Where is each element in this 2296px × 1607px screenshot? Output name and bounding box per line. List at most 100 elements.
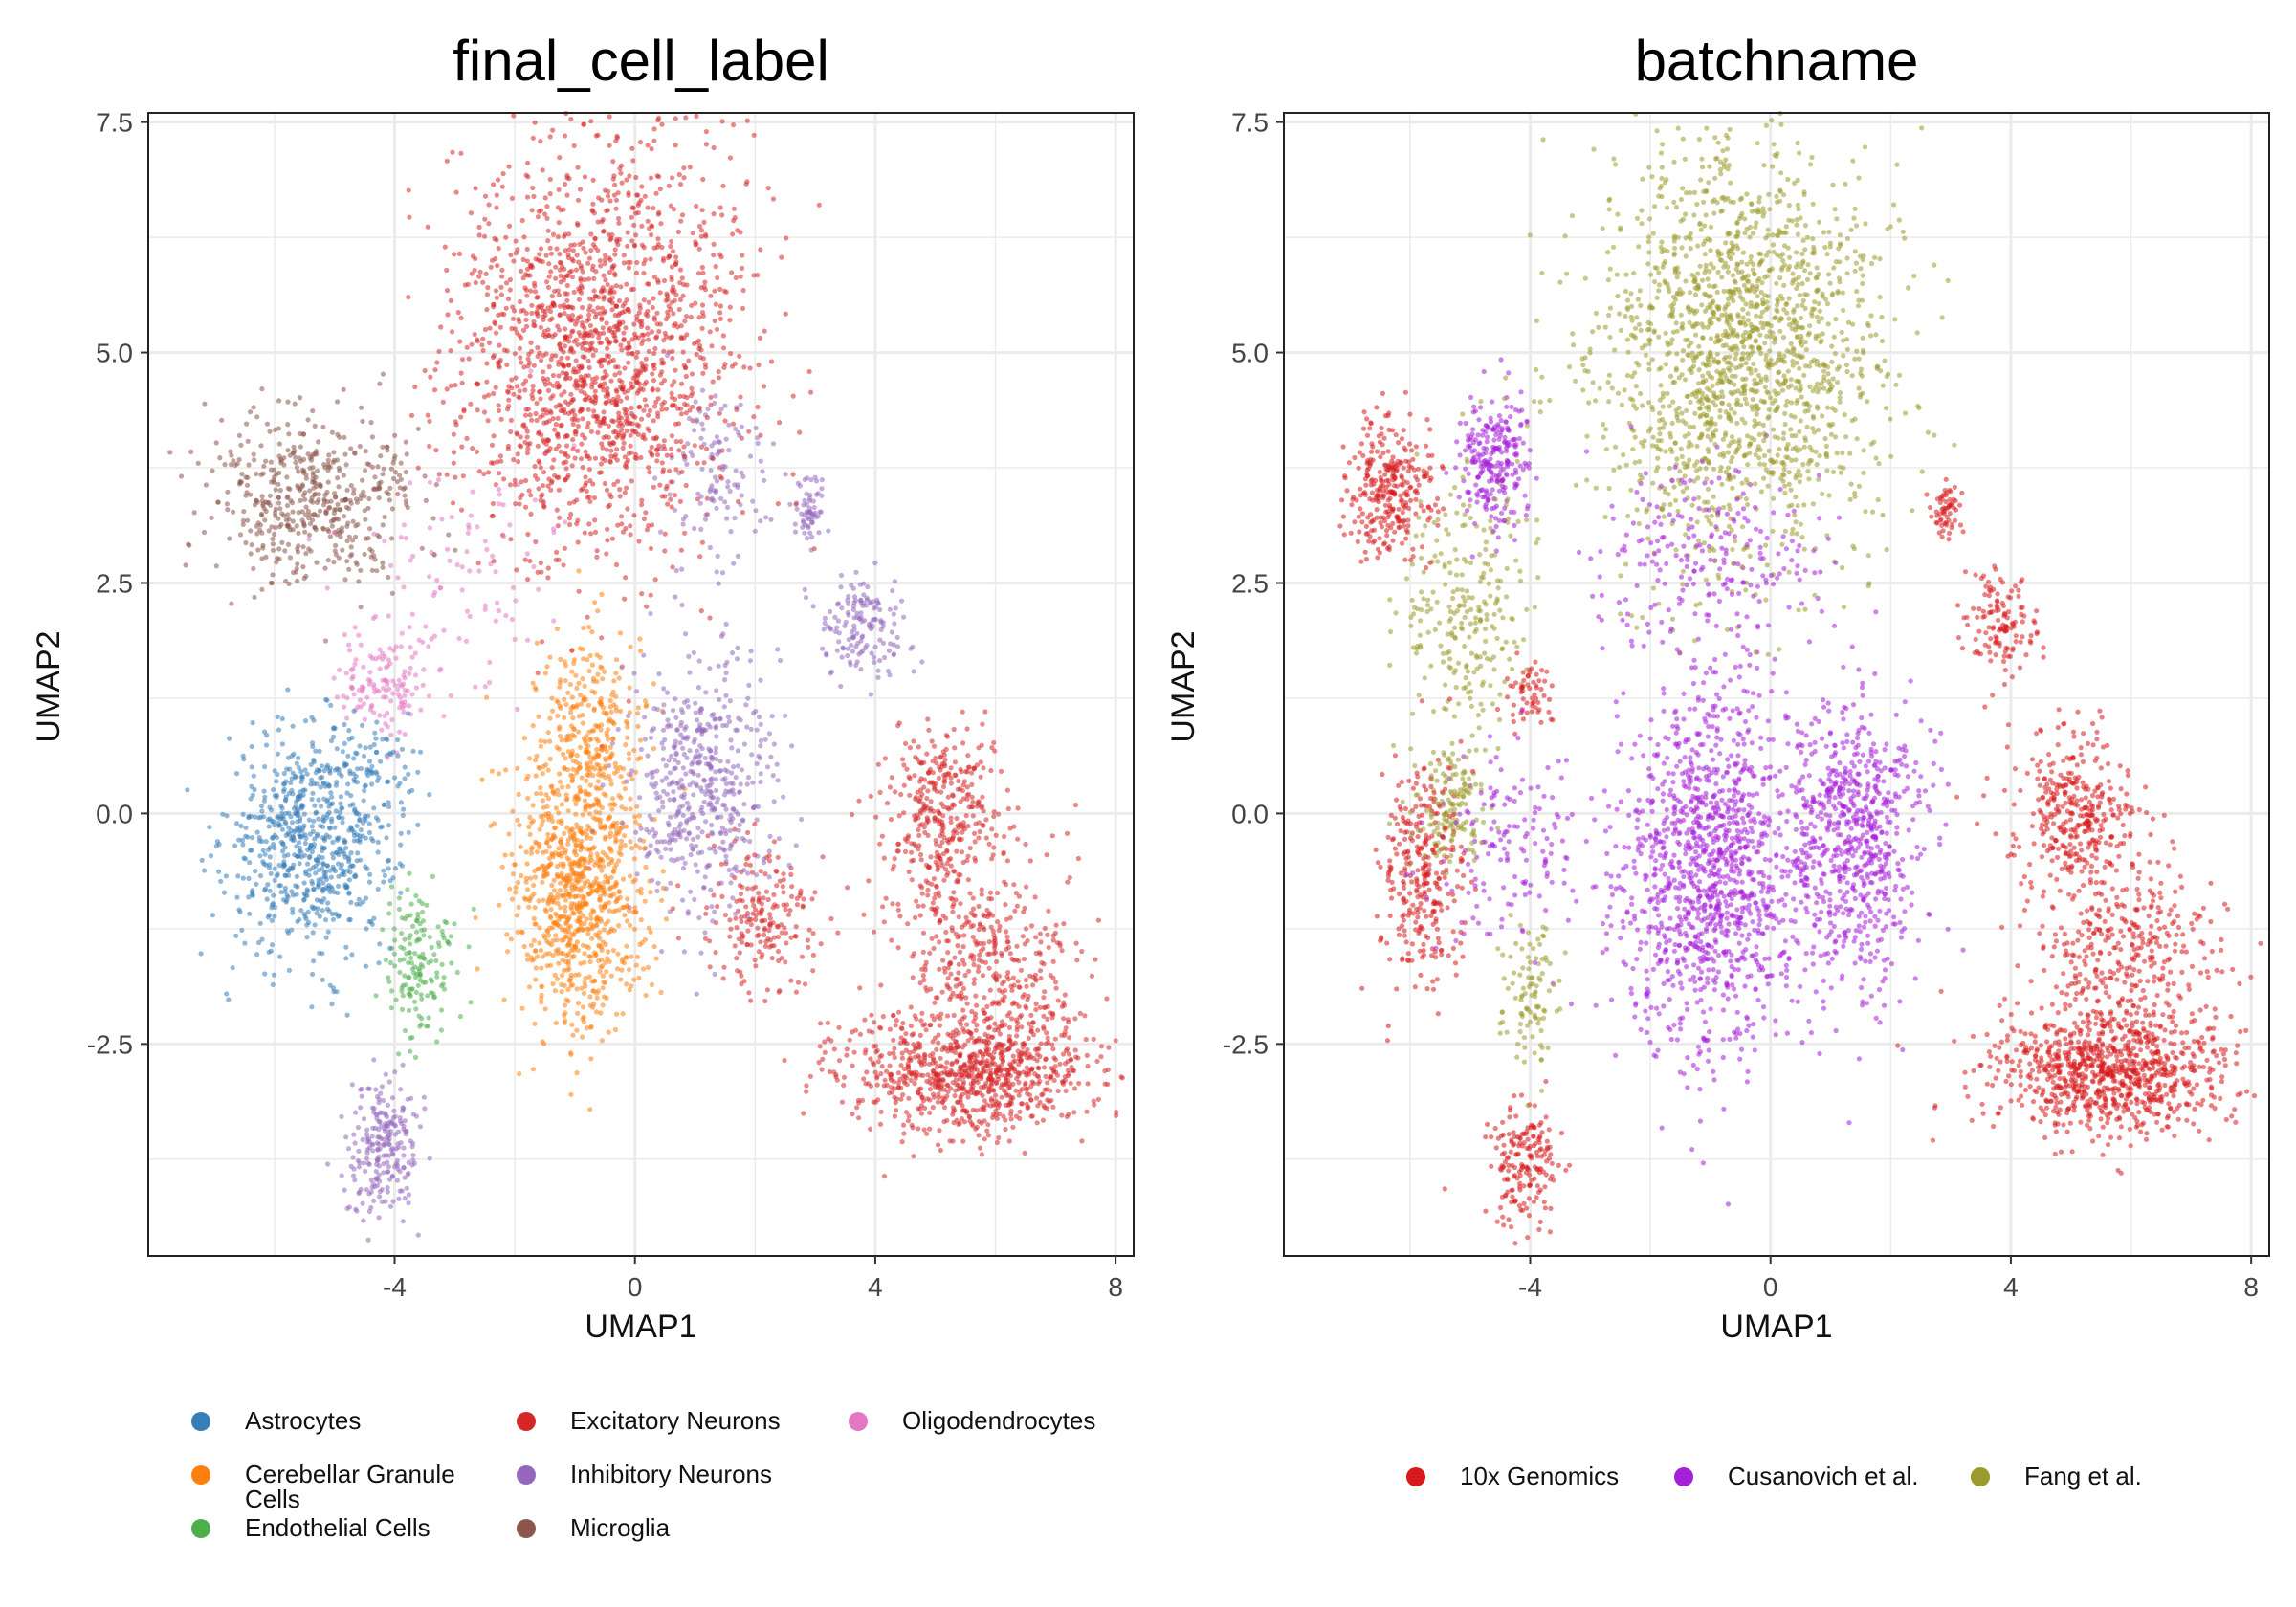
point [389, 1095, 396, 1101]
point [634, 689, 640, 694]
point [656, 328, 662, 335]
point [434, 577, 440, 583]
point [690, 231, 695, 236]
point [857, 616, 863, 622]
point [618, 977, 624, 982]
point [590, 242, 597, 248]
point [916, 1059, 923, 1065]
point [932, 784, 938, 790]
point [695, 496, 701, 502]
point [436, 943, 442, 949]
point [664, 791, 671, 797]
point [588, 915, 594, 921]
point [276, 470, 282, 475]
point [586, 455, 593, 462]
point [302, 832, 308, 838]
point [278, 890, 284, 895]
point [547, 756, 553, 762]
point [685, 704, 691, 710]
point [588, 119, 594, 124]
point [890, 901, 895, 907]
point [392, 432, 398, 438]
point [783, 472, 788, 477]
point [817, 1044, 823, 1049]
point [582, 325, 587, 331]
point [685, 911, 691, 916]
point [569, 463, 575, 469]
point [303, 551, 309, 557]
point [745, 928, 751, 934]
point [670, 175, 675, 181]
point [632, 814, 638, 820]
point [740, 510, 746, 516]
point [492, 235, 497, 242]
point [766, 848, 772, 854]
point [574, 770, 580, 776]
point [529, 348, 535, 354]
point [895, 841, 902, 848]
point [928, 805, 934, 812]
point [697, 554, 703, 560]
point [421, 1094, 427, 1100]
x-axis-label: UMAP1 [585, 1309, 696, 1345]
point [950, 1138, 956, 1144]
point [661, 702, 667, 708]
point [592, 347, 599, 353]
point [798, 888, 804, 893]
point [968, 924, 974, 930]
point [372, 474, 378, 480]
point [513, 238, 519, 244]
point [535, 344, 541, 351]
point [247, 860, 253, 866]
point [941, 780, 948, 785]
point [587, 498, 593, 505]
point [382, 872, 387, 879]
point [675, 759, 681, 766]
point [566, 892, 573, 898]
point [613, 657, 620, 663]
point [618, 795, 624, 801]
point [982, 709, 988, 715]
point [350, 518, 356, 524]
point [468, 401, 474, 407]
point [519, 444, 524, 450]
point [408, 1095, 414, 1101]
point [574, 1027, 580, 1033]
point [476, 274, 482, 279]
point [532, 497, 539, 503]
point [283, 899, 289, 905]
point [545, 767, 551, 773]
point [238, 442, 244, 448]
point [634, 871, 640, 877]
point [793, 989, 800, 995]
point [427, 792, 432, 798]
point [1034, 1120, 1040, 1126]
point [329, 523, 335, 529]
point [374, 719, 380, 725]
point [368, 836, 374, 842]
point [240, 521, 246, 528]
point [895, 901, 901, 907]
point [595, 219, 601, 225]
point [415, 1232, 421, 1238]
point [240, 517, 246, 523]
point [422, 473, 428, 479]
point [775, 948, 782, 955]
point [788, 978, 794, 983]
point [573, 801, 579, 807]
point [634, 804, 640, 809]
point [1045, 932, 1050, 937]
point [1061, 921, 1067, 927]
point [649, 231, 654, 238]
point [523, 879, 529, 885]
point [273, 506, 278, 513]
point [621, 330, 627, 336]
point [275, 714, 280, 720]
point [527, 262, 533, 268]
point [523, 849, 529, 855]
point [600, 676, 606, 682]
point [663, 486, 669, 492]
point [945, 976, 951, 981]
point [557, 303, 563, 309]
point [580, 464, 585, 471]
